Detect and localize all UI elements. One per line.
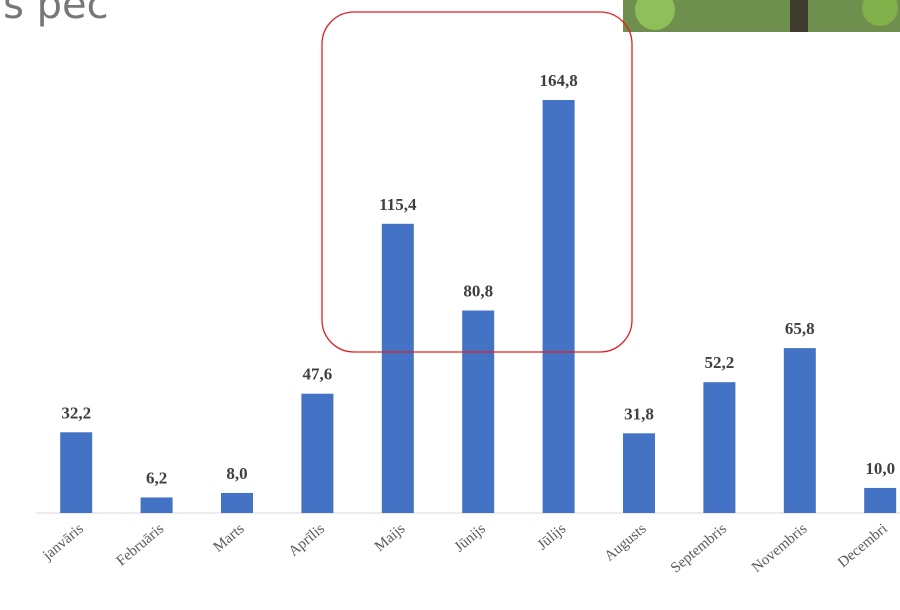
bar — [381, 223, 414, 514]
bar — [864, 487, 897, 513]
x-tick-label: Marts — [210, 521, 247, 556]
bar — [703, 382, 736, 513]
data-label: 164,8 — [539, 71, 577, 90]
data-label: 31,8 — [624, 404, 654, 423]
chart-title: is pēc — [0, 0, 109, 28]
plot: 32,2 janvāris 6,2 Februāris 8,0 Marts 47,6 Aprī… — [39, 71, 897, 577]
data-label: 47,6 — [303, 365, 333, 384]
x-tick-label: Februāris — [113, 521, 167, 570]
x-tick-label: Septembris — [668, 521, 730, 577]
bar — [60, 432, 93, 513]
photo-detail — [862, 0, 898, 26]
x-tick-label: Jūlijs — [535, 521, 570, 554]
bar — [462, 310, 495, 513]
x-tick-label: Jūnijs — [452, 521, 489, 556]
highlight-box — [321, 11, 633, 353]
x-tick-label: Novembris — [749, 521, 810, 576]
data-label: 115,4 — [379, 195, 417, 214]
data-label: 10,0 — [865, 459, 895, 478]
data-label: 52,2 — [705, 353, 735, 372]
bar — [140, 497, 173, 513]
photo-detail — [635, 0, 675, 30]
data-label: 32,2 — [61, 403, 91, 422]
bar — [542, 100, 575, 513]
x-tick-label: janvāris — [39, 521, 87, 565]
bar — [623, 433, 655, 513]
data-label: 6,2 — [146, 468, 167, 487]
data-label: 65,8 — [785, 319, 815, 338]
x-tick-label: Maijs — [372, 521, 409, 555]
bar — [221, 492, 253, 513]
x-tick-label: Augusts — [602, 521, 650, 565]
data-label: 8,0 — [226, 464, 247, 483]
bar — [301, 393, 334, 513]
x-tick-label: Decembri — [835, 521, 891, 571]
data-label: 80,8 — [463, 282, 493, 301]
x-tick-label: Aprīlis — [286, 521, 328, 560]
bar — [783, 348, 816, 513]
photo-detail — [790, 0, 808, 32]
